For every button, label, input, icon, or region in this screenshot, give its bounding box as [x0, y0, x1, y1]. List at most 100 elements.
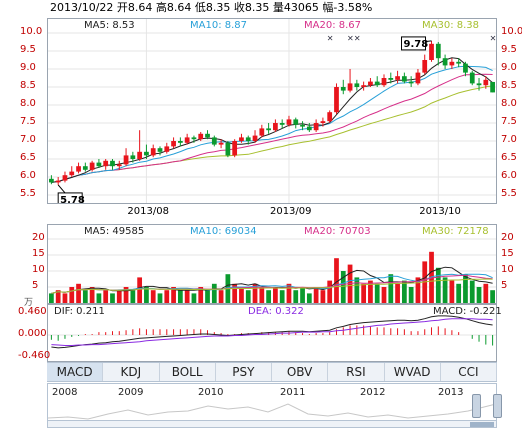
low-label: 低	[194, 1, 206, 14]
event-marker-icon[interactable]: ✕	[347, 34, 354, 43]
tab-wvad[interactable]: WVAD	[385, 363, 441, 381]
volume-chart	[48, 238, 496, 303]
volume-bar	[198, 287, 204, 303]
candle	[130, 151, 136, 163]
volume-bar	[273, 287, 278, 303]
volume-bar	[300, 287, 305, 303]
scrollbar-thumb[interactable]	[470, 422, 494, 427]
macd-dif: DIF: 0.211	[54, 306, 105, 317]
macd-y-tick: -0.460	[18, 350, 51, 361]
price-y-tick-left: 9.5	[20, 44, 36, 55]
candle	[123, 148, 129, 167]
candle	[442, 54, 448, 69]
tab-obv[interactable]: OBV	[272, 363, 329, 381]
candle	[205, 130, 210, 140]
volume-ma20: MA20: 70703	[304, 226, 371, 237]
candle	[388, 72, 394, 84]
volume-bar	[130, 290, 136, 303]
navigator-right-handle[interactable]	[493, 394, 502, 418]
price-y-tick-right: 9.0	[501, 62, 517, 73]
dif-line	[51, 315, 493, 349]
volume-bar	[340, 271, 346, 303]
candle	[293, 117, 299, 129]
volume-ma10: MA10: 69034	[190, 226, 257, 237]
navigator-scrollbar[interactable]	[47, 420, 497, 428]
volume-bar	[69, 287, 75, 303]
candle	[320, 117, 326, 127]
change-label: 幅	[322, 1, 334, 14]
price-y-tick-right: 5.5	[501, 188, 517, 199]
candle	[82, 162, 88, 172]
volume-bar	[164, 290, 170, 303]
volume-bar	[239, 287, 244, 303]
event-marker-icon[interactable]: ✕	[354, 34, 361, 43]
price-y-tick-right: 8.5	[501, 80, 517, 91]
candle	[89, 160, 95, 172]
candle	[164, 142, 170, 154]
volume-bar	[157, 293, 163, 303]
volume-bar	[401, 280, 407, 303]
navigator-year: 2008	[52, 387, 78, 398]
candle	[361, 81, 367, 91]
candle	[259, 124, 265, 138]
candle	[49, 175, 54, 185]
candle	[69, 166, 75, 177]
volume-bar	[456, 283, 462, 303]
navigator-left-handle[interactable]	[472, 394, 481, 418]
candle	[368, 78, 373, 87]
tab-boll[interactable]: BOLL	[160, 363, 216, 381]
candle	[137, 130, 143, 161]
volume-y-tick-left: 15	[32, 248, 45, 259]
volume-bar	[252, 283, 258, 303]
candle	[191, 135, 197, 143]
volume-bar	[144, 287, 149, 303]
candle	[245, 135, 251, 145]
price-y-tick-left: 7.5	[20, 116, 36, 127]
indicator-tabs: MACD KDJ BOLL PSY OBV RSI WVAD CCI	[47, 362, 497, 382]
candle	[55, 177, 61, 185]
volume-bar	[49, 293, 54, 303]
volume-bar	[177, 290, 183, 303]
volume-bar	[334, 258, 339, 303]
candle	[144, 144, 149, 159]
candle	[157, 146, 163, 156]
navigator-year: 2011	[280, 387, 306, 398]
navigator-year: 2009	[118, 387, 144, 398]
tab-cci[interactable]: CCI	[441, 363, 497, 381]
candle	[429, 40, 434, 62]
candle	[211, 135, 217, 147]
macd-panel: DIF: 0.211 DEA: 0.322 MACD: -0.221	[47, 304, 502, 362]
candle	[62, 171, 68, 183]
high-label: 高	[155, 1, 167, 14]
candle	[103, 159, 109, 170]
volume-bar	[313, 287, 319, 303]
volume-bar	[218, 290, 224, 303]
event-marker-icon[interactable]: ✕	[490, 34, 496, 43]
price-y-tick-left: 9.0	[20, 62, 36, 73]
low-annotation: 5.78	[60, 195, 85, 203]
volume-bar	[442, 277, 448, 303]
tab-kdj[interactable]: KDJ	[103, 363, 160, 381]
price-y-tick-right: 8.0	[501, 98, 517, 109]
tab-macd[interactable]: MACD	[47, 363, 104, 381]
candle	[354, 79, 360, 91]
macd-value: MACD: -0.221	[433, 306, 502, 317]
volume-bar	[286, 283, 292, 303]
quote-date: 2013/10/22	[50, 1, 114, 14]
candle	[266, 123, 271, 134]
ma20-line	[51, 73, 493, 183]
volume-bar	[374, 283, 380, 303]
event-marker-icon[interactable]: ✕	[327, 34, 334, 43]
volume-bar	[408, 287, 414, 303]
candle	[110, 159, 115, 170]
volume-bar	[354, 277, 360, 303]
volume-y-tick-left: 5	[32, 280, 39, 291]
volume-bar	[320, 290, 326, 303]
volume-bar	[211, 283, 217, 303]
tab-psy[interactable]: PSY	[216, 363, 272, 381]
candle	[483, 76, 489, 89]
tab-rsi[interactable]: RSI	[328, 363, 385, 381]
candle	[313, 119, 319, 132]
open-value: 8.64	[127, 1, 153, 14]
candle	[232, 139, 238, 158]
